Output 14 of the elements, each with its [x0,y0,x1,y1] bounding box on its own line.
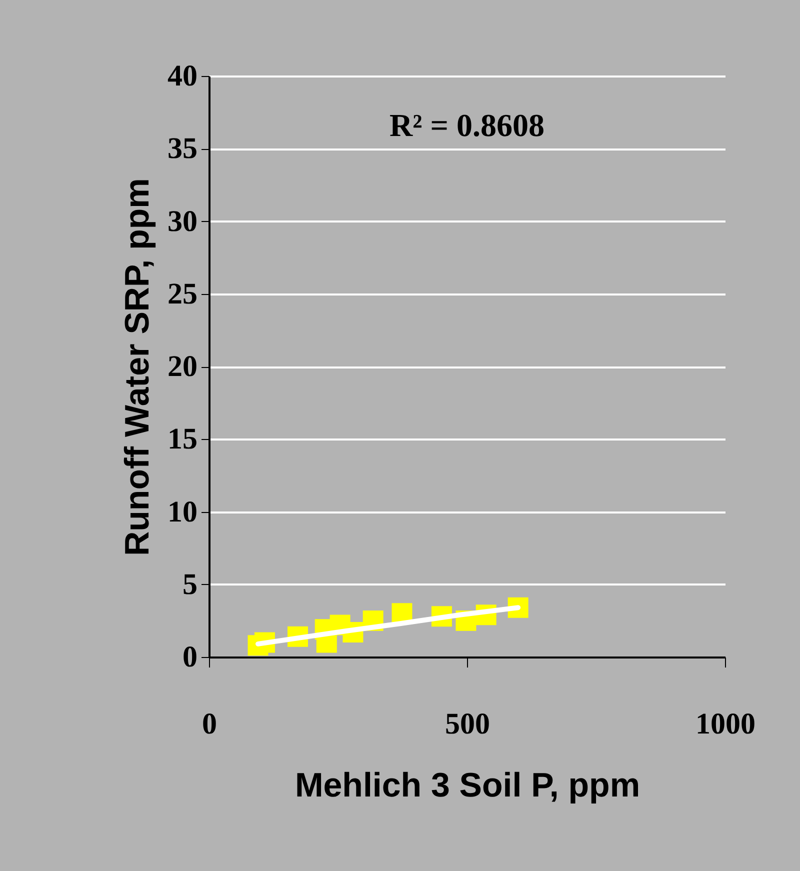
x-axis-title: Mehlich 3 Soil P, ppm [294,766,640,804]
y-tick-label: 40 [168,60,198,92]
annotation: R² = 0.8608 [390,107,544,143]
y-tick-label: 0 [182,640,198,674]
y-tick-label: 20 [168,350,198,383]
y-tick-label: 30 [168,204,198,238]
y-tick-label: 10 [168,495,198,528]
y-axis-title: Runoff Water SRP, ppm [118,178,156,556]
x-tick-label: 1000 [696,708,756,740]
x-tick-label: 500 [445,708,490,740]
y-tick-label: 5 [182,568,198,601]
y-tick-label: 35 [168,132,198,166]
y-tick-label: 15 [168,422,198,456]
y-tick-label: 25 [168,277,198,310]
